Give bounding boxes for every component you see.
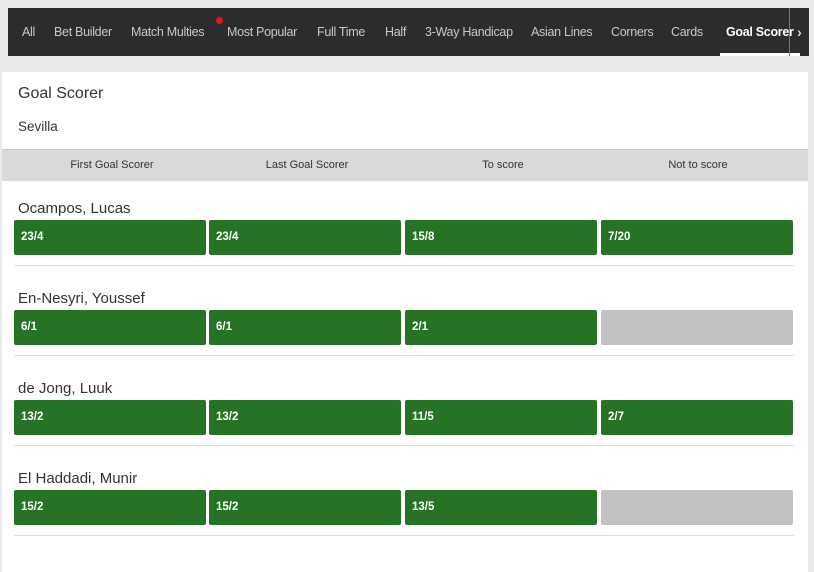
new-badge-dot: [216, 17, 223, 24]
odds-button[interactable]: 15/2: [14, 490, 206, 525]
player-name: En-Nesyri, Youssef: [18, 290, 145, 307]
chevron-right-icon[interactable]: ›: [789, 8, 809, 56]
row-divider: [14, 445, 795, 446]
odds-button[interactable]: 13/2: [209, 400, 401, 435]
row-divider: [14, 535, 795, 536]
tab-cards[interactable]: Cards: [671, 25, 703, 39]
tab-most-popular[interactable]: Most Popular: [227, 25, 298, 39]
tab-3-way-handicap[interactable]: 3-Way Handicap: [425, 25, 513, 39]
odds-button[interactable]: 11/5: [405, 400, 597, 435]
column-header: Not to score: [668, 159, 728, 171]
player-name: El Haddadi, Munir: [18, 470, 138, 487]
goal-scorer-market: Goal Scorer Sevilla First Goal Scorer La…: [2, 72, 808, 572]
tab-corners[interactable]: Corners: [611, 25, 654, 39]
odds-button[interactable]: 23/4: [209, 220, 401, 255]
column-header: Last Goal Scorer: [265, 159, 349, 171]
player-row: Ocampos, Lucas 23/4 23/4 15/8 7/20: [2, 200, 808, 290]
team-name: Sevilla: [18, 119, 58, 134]
column-header: First Goal Scorer: [70, 159, 154, 171]
market-title: Goal Scorer: [18, 85, 104, 102]
tab-goal-scorer[interactable]: Goal Scorer: [720, 8, 800, 56]
odds-unavailable: [601, 310, 793, 345]
player-name: Ocampos, Lucas: [18, 200, 131, 217]
odds-button[interactable]: 15/8: [405, 220, 597, 255]
tab-all[interactable]: All: [22, 25, 35, 39]
player-row: de Jong, Luuk 13/2 13/2 11/5 2/7: [2, 380, 808, 470]
player-row: En-Nesyri, Youssef 6/1 6/1 2/1: [2, 290, 808, 380]
odds-button[interactable]: 13/2: [14, 400, 206, 435]
column-header: To score: [482, 159, 524, 171]
tab-match-multies[interactable]: Match Multies: [131, 25, 205, 39]
row-divider: [14, 355, 795, 356]
tab-half[interactable]: Half: [385, 25, 407, 39]
odds-button[interactable]: 15/2: [209, 490, 401, 525]
player-name: de Jong, Luuk: [18, 380, 113, 397]
odds-button[interactable]: 6/1: [209, 310, 401, 345]
tab-asian-lines[interactable]: Asian Lines: [531, 25, 593, 39]
column-headers: First Goal Scorer Last Goal Scorer To sc…: [2, 149, 808, 181]
player-row: El Haddadi, Munir 15/2 15/2 13/5: [2, 470, 808, 560]
odds-button[interactable]: 23/4: [14, 220, 206, 255]
odds-button[interactable]: 2/1: [405, 310, 597, 345]
tab-bet-builder[interactable]: Bet Builder: [54, 25, 112, 39]
odds-button[interactable]: 13/5: [405, 490, 597, 525]
tab-full-time[interactable]: Full Time: [317, 25, 366, 39]
odds-button[interactable]: 6/1: [14, 310, 206, 345]
row-divider: [14, 265, 795, 266]
odds-unavailable: [601, 490, 793, 525]
odds-button[interactable]: 7/20: [601, 220, 793, 255]
odds-button[interactable]: 2/7: [601, 400, 793, 435]
market-tabs-bar: Goal Scorer Cards Corners Asian Lines 3-Way …: [8, 8, 809, 56]
